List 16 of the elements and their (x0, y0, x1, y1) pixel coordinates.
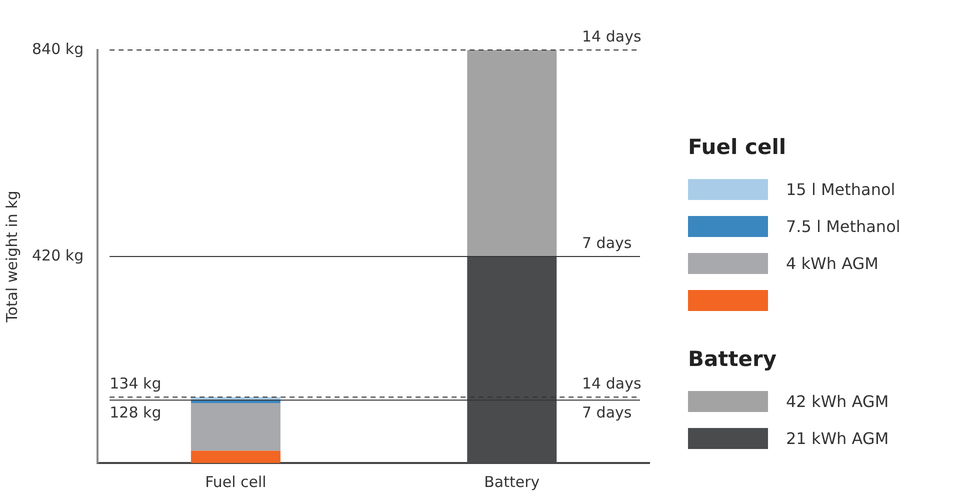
legend-label: 15 l Methanol (786, 180, 896, 199)
annotation: 14 days (582, 374, 642, 393)
legend-label: 21 kWh AGM (786, 429, 889, 448)
y-tick-label: 420 kg (32, 246, 84, 264)
legend-label: 7.5 l Methanol (786, 217, 900, 236)
category-label: Fuel cell (688, 135, 786, 159)
y-axis-title: Total weight in kg (2, 190, 21, 324)
legend-label: 42 kWh AGM (786, 392, 889, 411)
ref-line-label: 134 kg (110, 374, 162, 393)
category-label: Battery (688, 347, 777, 371)
annotation: 14 days (582, 27, 642, 46)
annotation: 7 days (582, 234, 632, 252)
annotation: 7 days (582, 403, 632, 422)
y-tick-label: 840 kg (32, 40, 84, 58)
ref-line-label: 128 kg (110, 403, 162, 422)
legend-label: 4 kWh AGM (786, 254, 878, 273)
